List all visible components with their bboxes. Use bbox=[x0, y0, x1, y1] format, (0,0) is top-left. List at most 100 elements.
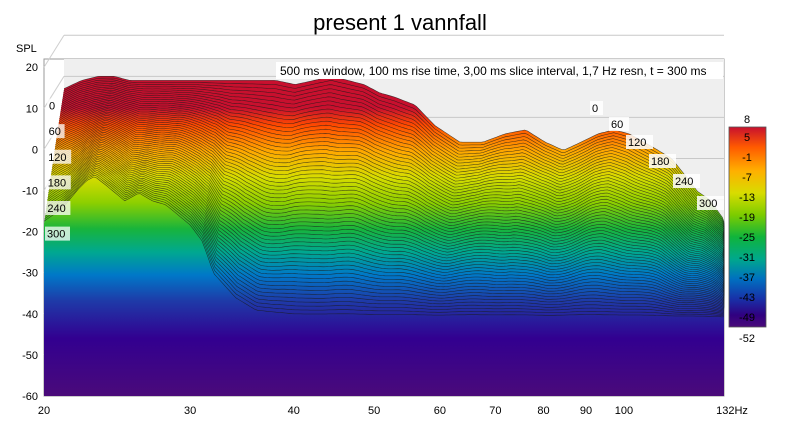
y-tick-label: 0 bbox=[32, 144, 38, 156]
slice-line bbox=[54, 121, 725, 284]
color-scale-label: -52 bbox=[739, 333, 755, 345]
y-tick-label: 10 bbox=[26, 103, 38, 115]
slice-line bbox=[60, 91, 725, 266]
time-label-left: 240 bbox=[47, 203, 65, 215]
slice-line bbox=[49, 148, 725, 301]
time-label-bg bbox=[45, 200, 71, 215]
x-tick-label: 30 bbox=[184, 405, 196, 417]
x-tick-label: 50 bbox=[368, 405, 380, 417]
x-axis-ticks: 20 30 40 50 60 70 80 90 100 132Hz bbox=[38, 405, 748, 417]
slice-line bbox=[45, 171, 725, 315]
time-label-bg bbox=[697, 196, 724, 210]
slice-line bbox=[61, 89, 725, 265]
slice-line bbox=[51, 137, 725, 294]
color-scale-bar bbox=[728, 126, 767, 328]
slice-line bbox=[60, 93, 725, 267]
color-scale-label: 5 bbox=[744, 132, 750, 144]
slice-line bbox=[45, 167, 725, 313]
slice-line bbox=[62, 84, 725, 262]
slice-line bbox=[51, 140, 725, 296]
color-scale-label: -43 bbox=[739, 292, 755, 304]
slice-line bbox=[47, 160, 725, 308]
slice-line bbox=[46, 165, 725, 311]
y-tick-label: -30 bbox=[22, 268, 38, 280]
time-label-bg bbox=[609, 117, 629, 131]
time-label-right: 180 bbox=[651, 156, 669, 168]
slice-line bbox=[46, 164, 725, 310]
time-label-right: 300 bbox=[699, 198, 717, 210]
x-tick-label: 100 bbox=[615, 405, 633, 417]
x-tick-label: 40 bbox=[288, 405, 300, 417]
y-tick-label: -10 bbox=[22, 186, 38, 198]
slice-line bbox=[57, 110, 725, 277]
slice-line bbox=[44, 173, 725, 316]
slice-line bbox=[55, 116, 725, 281]
slice-line bbox=[49, 150, 725, 302]
time-label-left: 120 bbox=[48, 152, 66, 164]
time-label-bg bbox=[46, 149, 72, 164]
color-scale-label: -7 bbox=[742, 172, 752, 184]
time-label-bg bbox=[673, 174, 700, 188]
waterfall-slices bbox=[44, 76, 725, 318]
slice-line bbox=[61, 88, 725, 264]
x-tick-label: 90 bbox=[580, 405, 592, 417]
slice-line bbox=[56, 113, 725, 279]
y-axis-ticks: 20 10 0 -10 -20 -30 -40 -50 -60 bbox=[22, 62, 38, 403]
slice-line bbox=[63, 76, 725, 258]
time-label-right: 240 bbox=[675, 176, 693, 188]
time-label-bg bbox=[45, 175, 71, 190]
info-text: 500 ms window, 100 ms rise time, 3,00 ms… bbox=[280, 64, 707, 78]
color-scale-ticks: 8 5 -1 -7 -13 -19 -25 -31 -37 -43 -49 -52 bbox=[739, 114, 755, 345]
slice-line bbox=[61, 86, 725, 263]
time-label-bg bbox=[626, 135, 653, 149]
color-scale-label: -13 bbox=[739, 192, 755, 204]
slice-line bbox=[53, 128, 725, 288]
x-axis-end-label: 132Hz bbox=[716, 405, 748, 417]
slice-line bbox=[60, 94, 725, 268]
slice-line bbox=[46, 162, 725, 309]
time-label-left: 0 bbox=[49, 101, 55, 113]
slice-line bbox=[49, 147, 725, 300]
y-tick-label: 20 bbox=[26, 62, 38, 74]
y-axis-label: SPL bbox=[16, 43, 37, 55]
slice-line bbox=[47, 157, 725, 306]
slice-line bbox=[52, 133, 725, 292]
slice-line bbox=[59, 96, 725, 269]
slice-line bbox=[54, 125, 725, 286]
slice-line bbox=[50, 145, 725, 299]
slice-line bbox=[57, 106, 725, 275]
slice-line bbox=[58, 105, 725, 274]
slice-line bbox=[51, 138, 725, 295]
slice-line bbox=[55, 118, 725, 282]
time-label-bg bbox=[47, 98, 58, 113]
slice-line bbox=[52, 131, 725, 291]
slice-line bbox=[44, 174, 725, 317]
slice-line bbox=[59, 100, 725, 271]
front-slice-fill bbox=[44, 178, 724, 396]
slice-line bbox=[59, 98, 725, 270]
color-scale-label: 8 bbox=[744, 114, 750, 126]
slice-line bbox=[58, 101, 725, 272]
color-scale-label: -49 bbox=[739, 312, 755, 324]
slice-line bbox=[57, 108, 725, 276]
time-axis-right: 0 60 120 180 240 300 bbox=[590, 101, 724, 210]
slice-line bbox=[53, 130, 725, 290]
x-tick-label: 70 bbox=[489, 405, 501, 417]
time-label-bg bbox=[46, 124, 65, 139]
slice-line bbox=[58, 103, 725, 273]
slice-line bbox=[52, 135, 725, 293]
slice-line bbox=[48, 152, 725, 303]
time-label-left: 180 bbox=[48, 177, 66, 189]
slice-line bbox=[48, 154, 725, 304]
perspective-gridline bbox=[43, 34, 65, 68]
slice-line bbox=[47, 159, 725, 307]
color-scale-label: -31 bbox=[739, 252, 755, 264]
slice-line bbox=[48, 155, 725, 305]
color-scale-label: -37 bbox=[739, 272, 755, 284]
slice-line bbox=[50, 143, 725, 298]
slice-line bbox=[56, 115, 725, 280]
y-tick-label: -40 bbox=[22, 309, 38, 321]
slice-line bbox=[53, 126, 725, 287]
color-scale-label: -25 bbox=[739, 232, 755, 244]
time-label-left: 300 bbox=[47, 229, 65, 241]
